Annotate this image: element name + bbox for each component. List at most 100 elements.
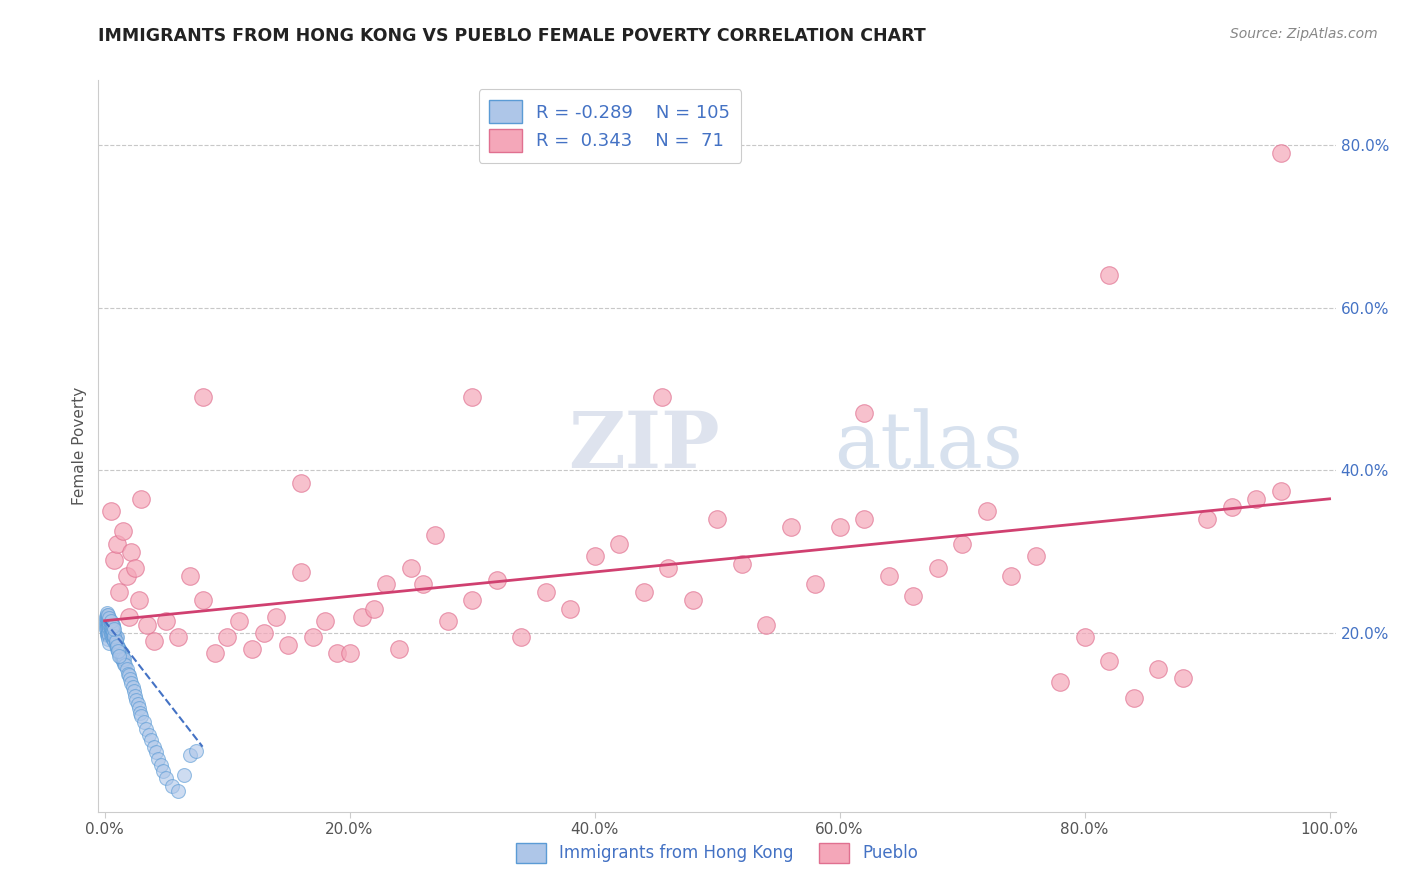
Point [98,617,121,632]
Point [103,629,125,643]
Point [114,658,136,673]
Point [111,646,134,660]
Point [179,569,201,583]
Point [149,757,172,772]
Point [129,708,152,723]
Point [101,622,124,636]
Point [148,752,170,766]
Point [1270,483,1292,498]
Point [167,630,190,644]
Point [97,627,120,641]
Point [485,573,508,587]
Point [101,622,124,636]
Point [110,648,132,663]
Point [108,646,131,660]
Point [633,585,655,599]
Text: Source: ZipAtlas.com: Source: ZipAtlas.com [1230,27,1378,41]
Point [976,504,998,518]
Point [98,614,121,628]
Point [253,626,276,640]
Point [101,617,124,632]
Point [107,644,129,658]
Point [179,747,201,762]
Point [101,624,124,639]
Point [828,520,851,534]
Point [950,536,973,550]
Point [191,593,214,607]
Point [94,614,117,628]
Point [607,536,630,550]
Point [583,549,606,563]
Point [804,577,827,591]
Point [100,627,122,641]
Point [101,627,124,641]
Point [97,617,120,632]
Point [105,642,128,657]
Point [96,608,118,623]
Point [97,611,120,625]
Point [121,676,143,690]
Point [135,722,157,736]
Point [651,390,673,404]
Point [101,617,124,632]
Legend: Immigrants from Hong Kong, Pueblo: Immigrants from Hong Kong, Pueblo [509,837,925,869]
Point [101,617,124,632]
Point [152,764,174,778]
Point [96,626,118,640]
Point [101,630,124,644]
Point [412,577,434,591]
Point [108,648,131,663]
Point [97,614,120,628]
Point [399,561,422,575]
Point [1147,663,1170,677]
Point [96,606,118,620]
Point [101,626,124,640]
Point [98,616,121,631]
Point [425,528,447,542]
Point [534,585,557,599]
Point [104,638,127,652]
Text: atlas: atlas [835,409,1024,483]
Point [877,569,900,583]
Point [326,646,349,660]
Point [103,634,125,648]
Point [100,504,122,518]
Point [1000,569,1022,583]
Point [103,622,125,636]
Point [160,779,183,793]
Point [94,617,117,632]
Point [105,630,128,644]
Point [240,642,263,657]
Point [98,627,121,641]
Point [1122,690,1144,705]
Point [96,627,118,641]
Point [121,681,143,695]
Point [204,646,226,660]
Point [138,727,160,741]
Point [110,644,132,658]
Point [111,650,134,665]
Point [100,619,122,633]
Point [100,617,122,632]
Point [112,657,135,671]
Point [112,652,135,666]
Point [97,622,120,636]
Point [105,536,128,550]
Point [98,611,121,625]
Point [97,608,120,623]
Point [264,609,287,624]
Point [277,638,299,652]
Point [215,630,238,644]
Y-axis label: Female Poverty: Female Poverty [72,387,87,505]
Point [375,577,398,591]
Point [96,617,118,632]
Point [436,614,458,628]
Point [115,663,138,677]
Point [111,654,134,668]
Point [927,561,949,575]
Point [100,615,122,629]
Point [96,609,118,624]
Point [105,639,128,653]
Point [104,634,127,648]
Point [301,630,323,644]
